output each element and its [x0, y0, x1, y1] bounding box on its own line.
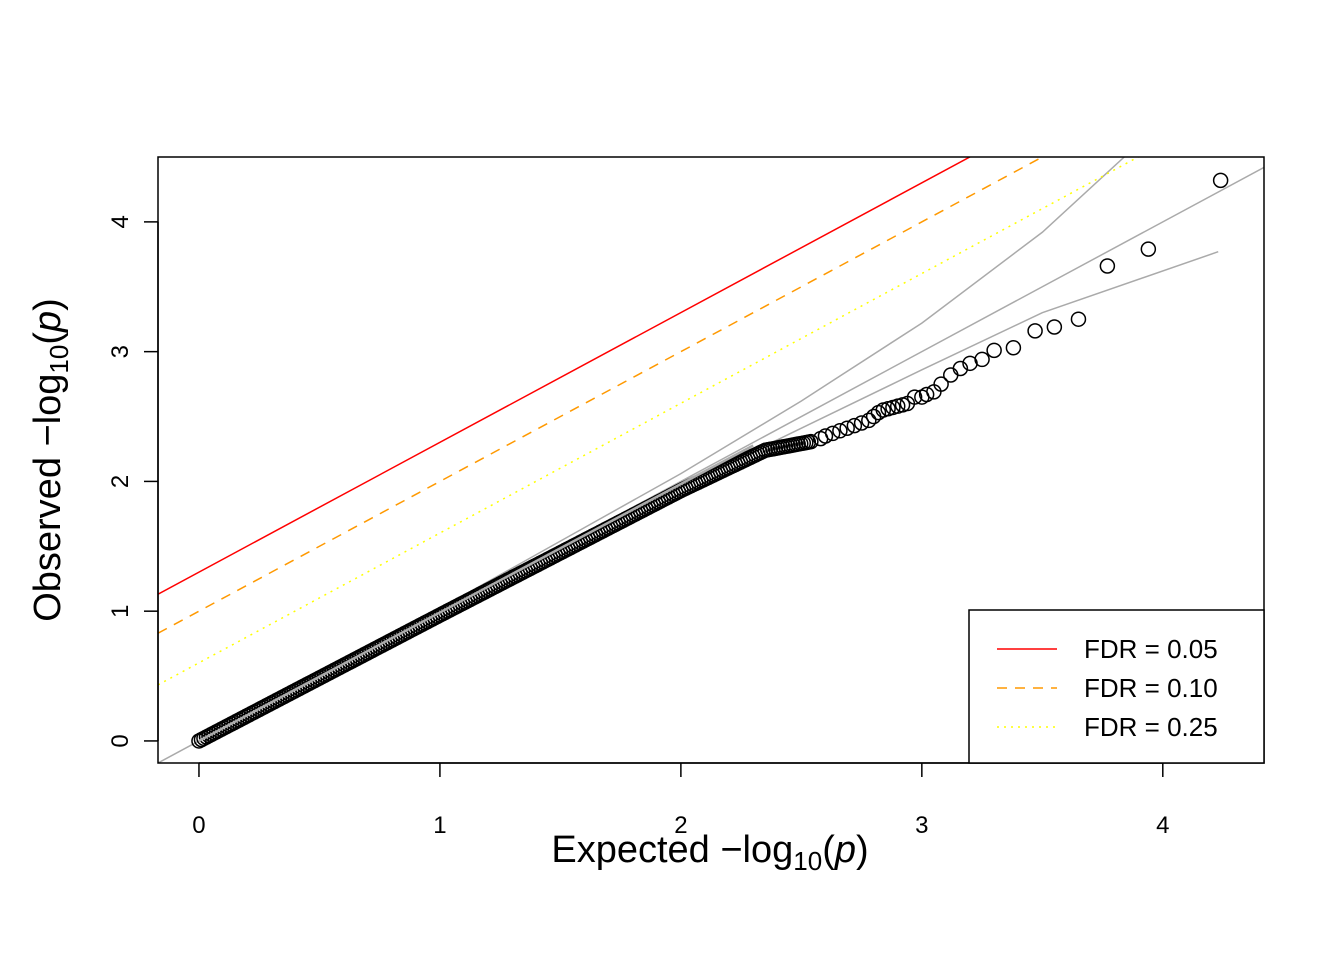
x-tick-label: 3: [915, 812, 928, 839]
data-point: [918, 386, 935, 403]
data-point: [880, 400, 896, 417]
x-tick-label: 0: [192, 812, 205, 839]
y-tick-label: 4: [107, 215, 134, 228]
data-point: [906, 389, 923, 405]
fdr-line-1: [158, 157, 1044, 634]
x-tick-label: 4: [1156, 812, 1169, 839]
data-point: [839, 420, 855, 436]
data-point: [817, 428, 834, 444]
fdr-line-0: [158, 157, 972, 595]
data-point: [889, 398, 906, 414]
reference-line-overlay: [198, 444, 754, 743]
data-point: [974, 351, 990, 368]
data-point: [853, 415, 870, 431]
data-point: [1140, 241, 1157, 257]
data-point: [943, 367, 959, 383]
data-point: [861, 412, 877, 429]
y-axis-title: Observed −log10(p): [27, 298, 74, 622]
data-point: [986, 342, 1002, 359]
legend-box: [968, 609, 1265, 764]
data-point: [933, 376, 949, 392]
data-point: [846, 417, 863, 434]
legend-label-fdr-025: FDR = 0.25: [1084, 712, 1218, 742]
x-tick-label: 1: [433, 812, 446, 839]
data-point: [875, 402, 892, 418]
data-point: [952, 360, 969, 377]
x-axis: 0 1 2 3 4: [192, 762, 1169, 839]
data-point: [865, 408, 882, 425]
data-point: [1099, 258, 1116, 274]
data-point: [885, 399, 901, 416]
legend-label-fdr-010: FDR = 0.10: [1084, 673, 1218, 703]
points: [191, 172, 1229, 749]
data-point: [1027, 323, 1043, 339]
legend: FDR = 0.05 FDR = 0.10 FDR = 0.25: [968, 609, 1265, 764]
fdr-line-2: [158, 157, 1140, 686]
y-tick-label: 3: [107, 345, 134, 358]
y-axis: 0 1 2 3 4: [107, 215, 159, 748]
data-point: [1070, 311, 1087, 327]
data-point: [1005, 340, 1022, 356]
plot-area: [158, 157, 1264, 763]
y-tick-label: 1: [107, 604, 134, 617]
data-point: [824, 425, 841, 442]
x-tick-label: 2: [674, 812, 687, 839]
y-tick-label: 2: [107, 475, 134, 488]
y-tick-label: 0: [107, 734, 134, 747]
data-point: [803, 433, 819, 450]
data-point: [1046, 319, 1063, 335]
x-axis-title: Expected −log10(p): [551, 829, 868, 876]
legend-label-fdr-005: FDR = 0.05: [1084, 634, 1218, 664]
data-point: [1212, 172, 1229, 189]
data-point: [832, 423, 848, 439]
